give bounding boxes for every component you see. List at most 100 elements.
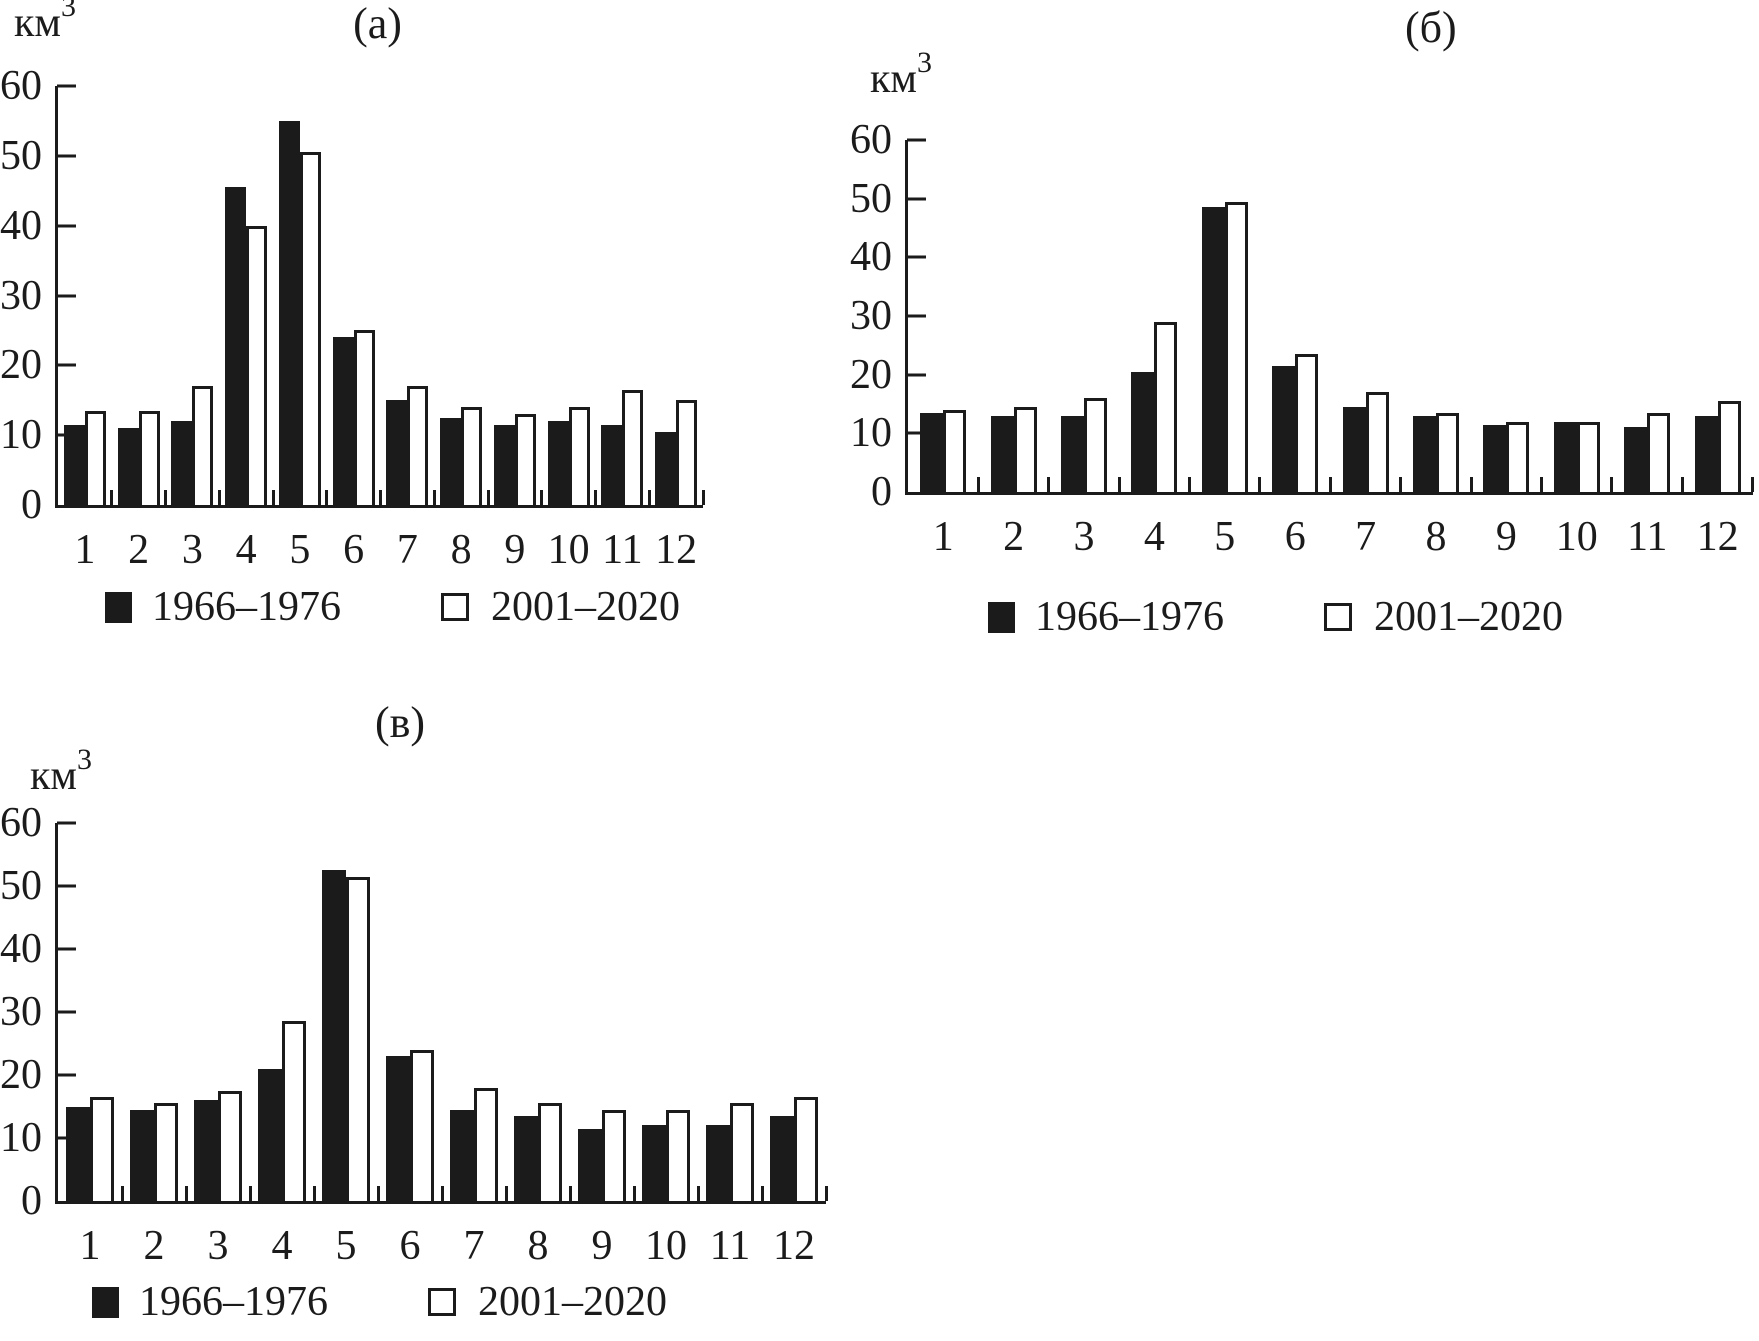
month-group-11: 11 bbox=[698, 823, 764, 1267]
month-group-8: 8 bbox=[434, 86, 490, 571]
x-axis-tick bbox=[701, 490, 705, 505]
x-axis-month-label: 4 bbox=[1143, 514, 1165, 560]
legend-label-series1: 1966–1976 bbox=[1035, 594, 1224, 640]
x-axis-month-label: 11 bbox=[602, 527, 643, 573]
x-axis-month-label: 8 bbox=[527, 1223, 549, 1269]
x-axis-month-label: 1 bbox=[74, 527, 96, 573]
x-axis-month-label: 5 bbox=[335, 1223, 357, 1269]
unit-exponent: 3 bbox=[916, 46, 932, 79]
bar-2001-2020-month-6 bbox=[410, 1049, 434, 1201]
x-axis-tick bbox=[647, 490, 651, 505]
bar-2001-2020-month-12 bbox=[794, 1097, 818, 1201]
month-group-6: 6 bbox=[1260, 140, 1332, 558]
x-axis-month-label: 11 bbox=[1626, 514, 1668, 560]
x-axis-tick bbox=[1047, 477, 1051, 492]
bar-1966-1976-month-8 bbox=[514, 1115, 538, 1201]
y-axis-tick-label: 50 bbox=[0, 863, 42, 909]
chart-panel-a: км3 (а) 0 10 20 30 40 50 60 1 2 3 4 5 6 7 8 9 10 11 12 196… bbox=[0, 0, 780, 655]
x-axis-month-label: 4 bbox=[235, 527, 257, 573]
bar-2001-2020-month-5 bbox=[299, 152, 321, 505]
x-axis-tick bbox=[976, 477, 980, 492]
month-group-5: 5 bbox=[314, 823, 380, 1267]
x-axis-month-label: 5 bbox=[289, 527, 311, 573]
panel-title: (б) bbox=[1405, 3, 1457, 52]
y-axis-tick bbox=[57, 884, 76, 888]
bar-2001-2020-month-6 bbox=[353, 330, 375, 505]
bar-2001-2020-month-4 bbox=[1154, 321, 1178, 492]
unit-text: км bbox=[870, 56, 917, 102]
x-axis-tick bbox=[594, 490, 597, 505]
bar-1966-1976-month-1 bbox=[63, 424, 85, 505]
y-axis-tick-label: 30 bbox=[0, 989, 42, 1035]
bar-1966-1976-month-12 bbox=[655, 431, 677, 505]
x-axis-month-label: 7 bbox=[463, 1223, 485, 1269]
unit-exponent: 3 bbox=[76, 743, 92, 776]
bar-1966-1976-month-3 bbox=[171, 421, 193, 505]
month-group-5: 5 bbox=[273, 86, 329, 571]
y-axis-tick-label: 0 bbox=[871, 469, 892, 515]
x-axis-month-label: 2 bbox=[143, 1223, 165, 1269]
y-axis-unit-label: км3 bbox=[14, 0, 76, 44]
month-group-10: 10 bbox=[1542, 140, 1614, 558]
plot-area: 0 10 20 30 40 50 60 1 2 3 4 5 6 7 8 9 10 11 12 bbox=[850, 119, 1755, 558]
month-group-12: 12 bbox=[762, 823, 828, 1267]
x-axis-month-label: 3 bbox=[1073, 514, 1095, 560]
y-axis-tick-label: 0 bbox=[21, 1178, 42, 1224]
bar-2001-2020-month-7 bbox=[474, 1087, 498, 1201]
x-axis-tick bbox=[376, 1186, 380, 1201]
legend-swatch-open-icon bbox=[428, 1288, 456, 1316]
month-group-2: 2 bbox=[122, 823, 188, 1267]
month-group-4: 4 bbox=[219, 86, 275, 571]
month-group-9: 9 bbox=[488, 86, 544, 571]
panel-title: (в) bbox=[374, 698, 426, 747]
bar-1966-1976-month-10 bbox=[642, 1125, 666, 1201]
x-axis-tick bbox=[184, 1186, 188, 1201]
x-axis-tick bbox=[1188, 477, 1192, 492]
y-axis-tick bbox=[57, 363, 76, 367]
bar-1966-1976-month-8 bbox=[440, 417, 462, 505]
legend-swatch-filled-icon bbox=[988, 601, 1015, 633]
bar-2001-2020-month-8 bbox=[461, 407, 483, 505]
month-group-1: 1 bbox=[58, 86, 114, 571]
x-axis-tick bbox=[760, 1186, 764, 1201]
x-axis-tick bbox=[486, 490, 490, 505]
bar-2001-2020-month-3 bbox=[192, 386, 214, 505]
x-axis-tick bbox=[1680, 477, 1684, 492]
bar-1966-1976-month-12 bbox=[1694, 415, 1718, 492]
bar-1966-1976-month-7 bbox=[450, 1109, 474, 1201]
x-axis-tick bbox=[379, 490, 382, 505]
bar-1966-1976-month-11 bbox=[706, 1125, 730, 1201]
bar-1966-1976-month-8 bbox=[1412, 415, 1436, 492]
x-axis-month-label: 9 bbox=[591, 1223, 613, 1269]
month-group-10: 10 bbox=[634, 823, 700, 1267]
x-axis-tick bbox=[217, 490, 221, 505]
x-axis-month-label: 12 bbox=[655, 527, 698, 573]
x-axis-month-label: 3 bbox=[207, 1223, 229, 1269]
bar-1966-1976-month-4 bbox=[1131, 371, 1155, 492]
legend-swatch-filled-icon bbox=[105, 591, 132, 623]
month-group-8: 8 bbox=[1401, 140, 1473, 558]
month-group-1: 1 bbox=[908, 140, 980, 558]
y-axis-tick-label: 60 bbox=[0, 800, 42, 846]
month-group-10: 10 bbox=[542, 86, 597, 571]
x-axis-month-label: 12 bbox=[1696, 514, 1739, 560]
x-axis-tick bbox=[1399, 477, 1403, 492]
panel-title: (а) bbox=[353, 0, 402, 48]
x-axis-tick bbox=[824, 1186, 828, 1201]
x-axis-month-label: 5 bbox=[1214, 514, 1236, 560]
y-axis-tick-label: 60 bbox=[850, 117, 892, 163]
month-group-3: 3 bbox=[166, 86, 221, 571]
bar-1966-1976-month-3 bbox=[194, 1100, 218, 1201]
bar-1966-1976-month-10 bbox=[547, 421, 569, 505]
y-axis-tick-label: 50 bbox=[0, 132, 42, 179]
y-axis-tick-label: 30 bbox=[850, 293, 892, 339]
bar-2001-2020-month-10 bbox=[1576, 421, 1600, 492]
bar-2001-2020-month-3 bbox=[218, 1090, 242, 1201]
month-group-9: 9 bbox=[570, 823, 636, 1267]
x-axis-month-label: 6 bbox=[1284, 514, 1306, 560]
month-group-2: 2 bbox=[112, 86, 167, 571]
bar-2001-2020-month-12 bbox=[1717, 401, 1741, 492]
bar-2001-2020-month-11 bbox=[1647, 412, 1671, 492]
y-axis-tick-label: 40 bbox=[850, 234, 892, 281]
x-axis-tick bbox=[110, 490, 114, 505]
